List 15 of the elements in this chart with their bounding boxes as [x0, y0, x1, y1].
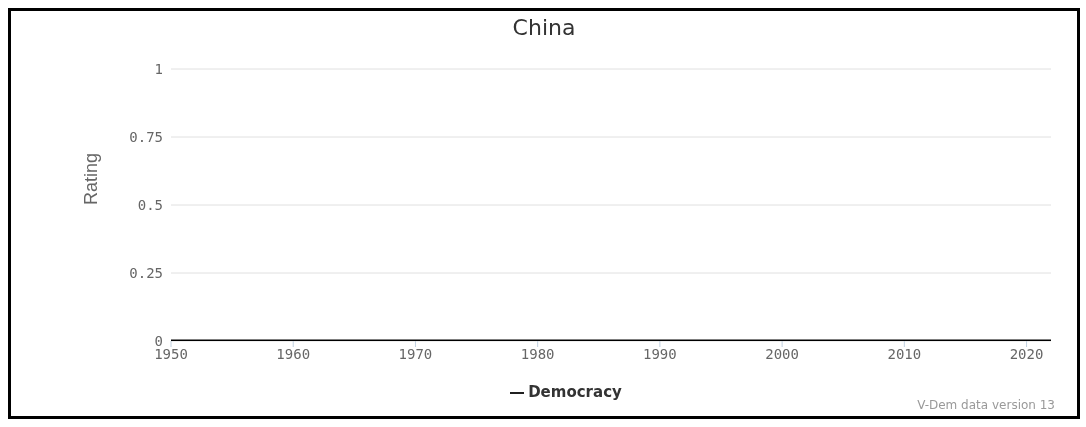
chart-title: China: [511, 15, 577, 40]
y-tick-label: 0.75: [129, 128, 163, 145]
y-tick-label: 1: [154, 60, 163, 77]
x-tick-label: 2020: [1009, 345, 1044, 362]
x-tick-label: 2000: [765, 345, 799, 362]
x-tick-label: 1960: [276, 345, 311, 362]
legend-label: Democracy: [528, 383, 622, 401]
y-tick-label: 0.5: [137, 196, 163, 213]
text: V-Dem data version 13: [917, 398, 1055, 412]
x-tick-label: 1990: [643, 345, 677, 362]
y-tick-label: 0.25: [129, 264, 163, 281]
x-tick-label: 2010: [887, 345, 922, 362]
x-tick-label: 1980: [520, 345, 555, 362]
y-axis-title: Rating: [81, 152, 102, 205]
x-tick-label: 1970: [398, 345, 433, 362]
